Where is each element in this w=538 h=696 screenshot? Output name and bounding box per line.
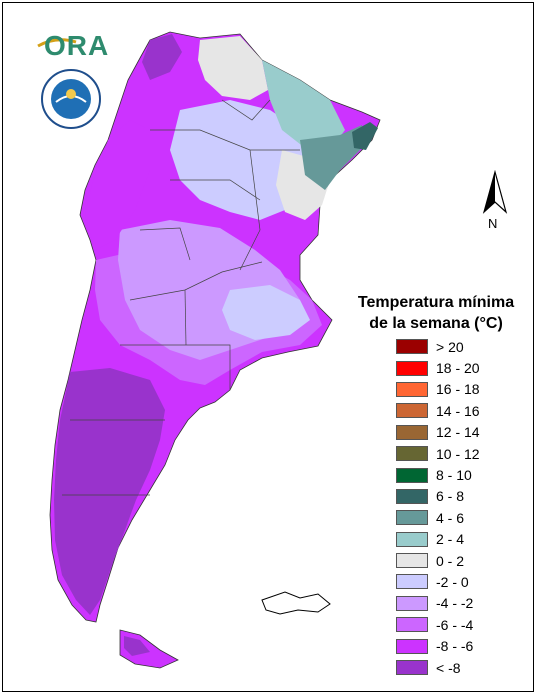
legend-item: -6 - -4 — [396, 614, 480, 635]
legend-label: 4 - 6 — [436, 509, 465, 526]
legend-swatch — [396, 488, 428, 504]
zone-below-minus8-south — [54, 368, 165, 615]
zone-below-minus8-northwest — [142, 34, 182, 80]
legend-label: 18 - 20 — [436, 360, 480, 377]
ora-logo-text: ORA — [44, 30, 110, 61]
zone-6-8-misiones — [352, 122, 378, 150]
legend-swatch — [396, 446, 428, 462]
zone-minus8-minus6-west — [85, 120, 150, 250]
legend-item: -8 - -6 — [396, 635, 480, 656]
legend-label: 14 - 16 — [436, 402, 480, 419]
legend-label: -8 - -6 — [436, 638, 474, 655]
legend-swatch — [396, 381, 428, 397]
legend-label: < -8 — [436, 659, 461, 676]
zone-4-6-northeast — [300, 125, 362, 190]
malvinas-islands — [261, 591, 331, 615]
legend-swatch — [396, 467, 428, 483]
legend-swatch — [396, 617, 428, 633]
zone-0-2-north — [198, 36, 268, 100]
legend-swatch — [396, 553, 428, 569]
legend-label: 12 - 14 — [436, 424, 480, 441]
zone-2-4-northeast — [262, 60, 345, 150]
province-borders — [62, 99, 300, 496]
legend-item: 2 - 4 — [396, 529, 480, 550]
legend-swatch — [396, 531, 428, 547]
legend-label: > 20 — [436, 338, 464, 355]
legend-swatch — [396, 339, 428, 355]
legend-item: > 20 — [396, 336, 480, 357]
legend-label: 0 - 2 — [436, 552, 465, 569]
north-arrow-icon — [482, 170, 508, 214]
meteorological-service-seal-icon — [41, 69, 101, 129]
legend-title-line1: Temperatura mínima — [357, 294, 515, 311]
legend-item: 14 - 16 — [396, 400, 480, 421]
legend-swatch — [396, 574, 428, 590]
legend-title: Temperatura mínima de la semana (°C) — [346, 292, 526, 334]
legend-label: -4 - -2 — [436, 595, 474, 612]
legend-label: 10 - 12 — [436, 445, 480, 462]
legend-label: -6 - -4 — [436, 616, 474, 633]
legend-swatch — [396, 424, 428, 440]
legend-swatch — [396, 510, 428, 526]
north-label: N — [488, 216, 498, 231]
legend-item: -2 - 0 — [396, 571, 480, 592]
legend-label: -2 - 0 — [436, 573, 469, 590]
legend-item: 16 - 18 — [396, 379, 480, 400]
legend-item: 0 - 2 — [396, 550, 480, 571]
legend-item: 10 - 12 — [396, 443, 480, 464]
legend-item: 18 - 20 — [396, 357, 480, 378]
legend-swatch — [396, 403, 428, 419]
legend-item: 12 - 14 — [396, 422, 480, 443]
zone-minus2-0-north — [170, 100, 305, 220]
legend-label: 16 - 18 — [436, 381, 480, 398]
legend-swatch — [396, 595, 428, 611]
legend-swatch — [396, 360, 428, 376]
legend-item: < -8 — [396, 657, 480, 678]
tierra-del-fuego-core — [124, 636, 150, 656]
legend-label: 6 - 8 — [436, 488, 465, 505]
legend-label: 2 - 4 — [436, 531, 465, 548]
legend-swatch — [396, 660, 428, 676]
legend-title-line2: de la semana (°C) — [369, 315, 503, 332]
legend-swatch — [396, 638, 428, 654]
legend-item: -4 - -2 — [396, 593, 480, 614]
zone-minus2-0-pampas — [222, 285, 310, 340]
ora-logo-swoosh-icon — [37, 38, 77, 48]
legend-item: 6 - 8 — [396, 486, 480, 507]
legend-item: 4 - 6 — [396, 507, 480, 528]
legend: > 20 18 - 20 16 - 18 14 - 16 12 - 14 10 - 12 8… — [396, 336, 480, 678]
legend-item: 8 - 10 — [396, 464, 480, 485]
legend-label: 8 - 10 — [436, 467, 472, 484]
